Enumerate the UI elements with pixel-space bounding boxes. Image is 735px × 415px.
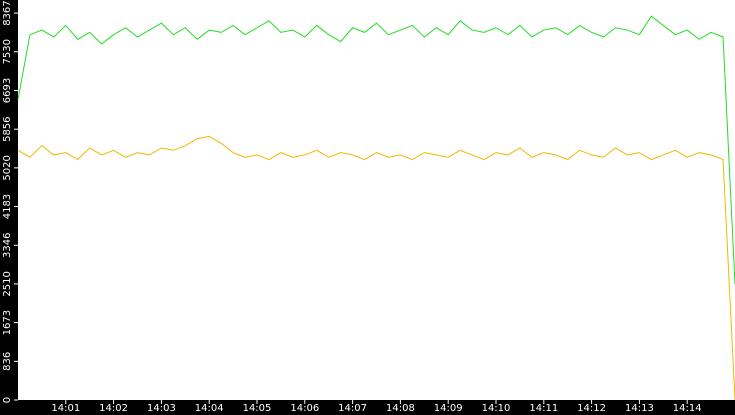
x-tick-label: 14:08 xyxy=(386,403,415,414)
y-tick-label: 8367 xyxy=(2,0,13,25)
y-tick-label: 3346 xyxy=(2,233,13,258)
x-tick-label: 14:11 xyxy=(529,403,558,414)
x-tick-label: 14:05 xyxy=(243,403,272,414)
x-tick-label: 14:12 xyxy=(577,403,606,414)
y-tick-label: 0 xyxy=(2,397,13,403)
x-tick-label: 14:14 xyxy=(673,403,702,414)
x-tick-label: 14:01 xyxy=(51,403,80,414)
y-tick-label: 2510 xyxy=(2,271,13,296)
x-tick-label: 14:06 xyxy=(290,403,319,414)
y-tick-label: 4183 xyxy=(2,194,13,219)
y-tick-label: 5856 xyxy=(2,116,13,141)
plot-area xyxy=(18,0,735,400)
x-tick-label: 14:13 xyxy=(625,403,654,414)
x-tick-label: 14:07 xyxy=(338,403,367,414)
y-tick-label: 6693 xyxy=(2,78,13,103)
x-tick-label: 14:10 xyxy=(482,403,511,414)
x-tick-label: 14:09 xyxy=(434,403,463,414)
series-line xyxy=(17,135,735,401)
y-tick-label: 7530 xyxy=(2,39,13,64)
y-tick-label: 836 xyxy=(2,352,13,371)
y-tick-label: 1673 xyxy=(2,310,13,335)
x-tick-label: 14:03 xyxy=(147,403,176,414)
x-tick-label: 14:02 xyxy=(99,403,128,414)
y-tick-label: 5020 xyxy=(2,155,13,180)
series-line xyxy=(17,15,735,285)
x-tick-label: 14:04 xyxy=(195,403,224,414)
